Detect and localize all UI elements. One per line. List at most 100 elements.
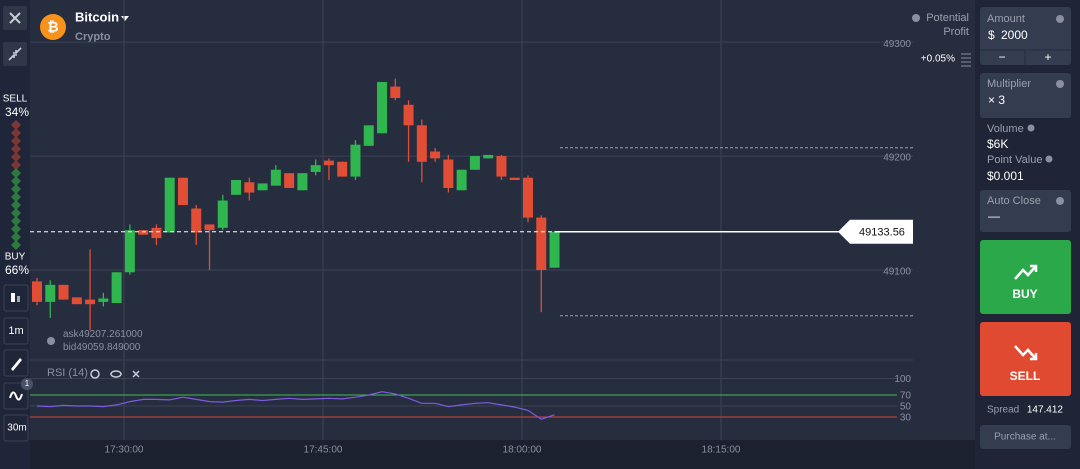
gauge-cell <box>11 152 21 162</box>
multiplier-field[interactable]: Multiplier × 3 <box>980 73 1071 118</box>
volume-label: Volume <box>987 123 1024 135</box>
multiplier-value: × 3 <box>988 93 1005 107</box>
dropdown-arrow[interactable] <box>121 16 129 21</box>
profit-scale-icon <box>961 53 971 67</box>
x-tick-label: 18:15:00 <box>702 445 741 456</box>
gauge-cell <box>11 120 21 130</box>
indicator-button[interactable]: 1 <box>3 378 33 410</box>
candle-body <box>509 177 520 180</box>
gauge-cell <box>11 160 21 170</box>
candle-body <box>124 230 135 273</box>
candle-body <box>98 298 109 302</box>
gauge-cell <box>11 168 21 178</box>
rsi-tick-label: 70 <box>900 391 912 402</box>
asset-name[interactable]: Bitcoin <box>75 9 119 24</box>
candle-body <box>231 180 242 195</box>
spread-value: 147.412 <box>1027 405 1064 416</box>
candle-body <box>217 200 228 228</box>
period-button[interactable]: 30m <box>3 414 29 442</box>
gauge-cell <box>11 184 21 194</box>
y-tick-label: 49200 <box>883 153 911 164</box>
gauge-cell <box>11 240 21 250</box>
icon <box>8 47 22 61</box>
candle-body <box>363 125 374 146</box>
plus-button[interactable]: + <box>1044 50 1051 64</box>
field-label: Amount <box>987 13 1025 25</box>
gauge-cell <box>11 144 21 154</box>
rsi-tick-label: 30 <box>900 413 912 424</box>
icon <box>9 12 21 24</box>
chart-type-button[interactable] <box>3 284 29 312</box>
candle-body <box>204 224 215 231</box>
settings-icon[interactable] <box>90 369 100 379</box>
ask-text: ask <box>63 329 80 340</box>
time-strip <box>0 440 975 469</box>
icon <box>9 391 23 401</box>
minus-button[interactable]: − <box>998 50 1005 64</box>
candle-body <box>284 173 295 188</box>
button-bg <box>980 240 1071 314</box>
candle-body <box>45 284 56 302</box>
x-tick-label: 17:30:00 <box>105 445 144 456</box>
candle-body <box>85 299 96 305</box>
icon <box>17 296 20 302</box>
candle-body <box>456 169 467 191</box>
help-icon <box>47 337 55 345</box>
visibility-icon[interactable] <box>110 370 122 378</box>
compress-button[interactable] <box>3 42 27 66</box>
candle-body <box>337 161 348 177</box>
candle-body <box>443 159 454 188</box>
candle-body <box>323 160 334 166</box>
plot: 49100 49200 49300 17:30:00 17:45:00 18:00:00 1… <box>30 0 913 456</box>
gauge-cell <box>11 136 21 146</box>
candle-body <box>403 104 414 126</box>
candle-body <box>191 208 202 233</box>
asset-category: Crypto <box>75 31 111 43</box>
current-price-tag <box>838 219 913 244</box>
candle-body <box>536 217 547 270</box>
remove-icon[interactable] <box>132 370 140 378</box>
period-text: 30m <box>7 423 26 434</box>
gauge-cell <box>11 232 21 242</box>
amount-field[interactable]: Amount $ 2000 − + <box>980 7 1071 65</box>
field-label: Auto Close <box>987 195 1041 207</box>
candle-body <box>416 125 427 162</box>
candle-body <box>496 156 507 177</box>
field-label: Multiplier <box>987 78 1031 90</box>
button-bg <box>980 322 1071 396</box>
gauge-cell <box>11 216 21 226</box>
candle-body <box>483 154 494 159</box>
field-bg <box>980 73 1071 118</box>
icon <box>11 358 22 371</box>
close-button[interactable] <box>3 6 27 30</box>
gauge-cell <box>11 176 21 186</box>
sell-icon <box>1014 345 1038 361</box>
badge-text: 1 <box>25 379 30 388</box>
volume-value: $6K <box>987 137 1008 151</box>
icon <box>11 293 15 302</box>
help-icon <box>1056 80 1064 88</box>
buy-label: BUY <box>5 252 26 263</box>
sell-text: SELL <box>1010 369 1041 383</box>
chart-area <box>30 0 975 440</box>
rsi-line <box>36 391 555 420</box>
sell-label: SELL <box>3 94 28 105</box>
help-icon <box>1056 15 1064 23</box>
sell-percent: 34% <box>5 105 29 119</box>
ask-label: ask49207.261000 <box>63 329 143 340</box>
candle-body <box>390 86 401 98</box>
buy-button[interactable]: BUY <box>980 240 1071 314</box>
auto-close-field[interactable]: Auto Close — <box>980 190 1071 232</box>
gauge-cell <box>11 192 21 202</box>
logo-symbol: ₿ <box>47 19 58 35</box>
draw-button[interactable] <box>3 349 29 377</box>
sell-button[interactable]: SELL <box>980 322 1071 396</box>
bid-label: bid49059.849000 <box>63 342 141 353</box>
bid-value: 49059.849000 <box>76 342 140 353</box>
purchase-button[interactable]: Purchase at... <box>980 425 1071 449</box>
button-bg <box>3 284 29 312</box>
purchase-text: Purchase at... <box>994 432 1056 443</box>
timeframe-button[interactable]: 1m <box>3 317 29 345</box>
candle-body <box>257 183 268 191</box>
